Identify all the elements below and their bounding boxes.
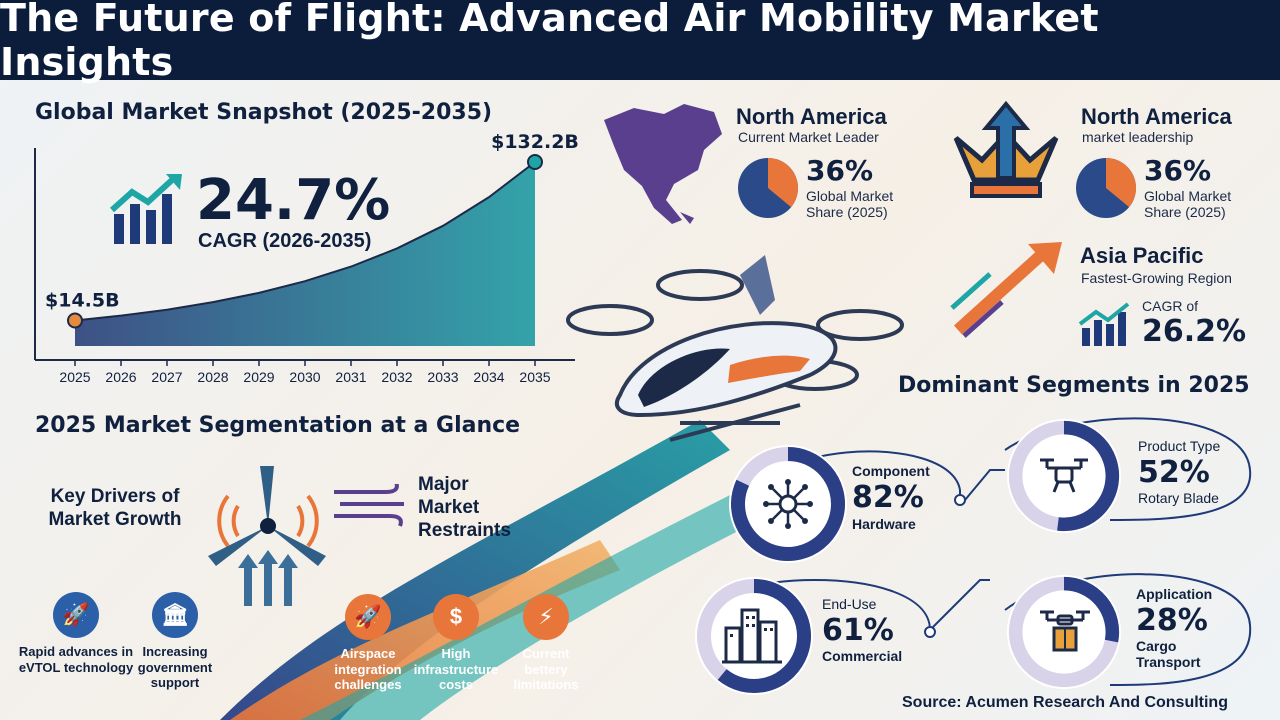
x-tick-label: 2031: [335, 369, 366, 385]
x-tick-label: 2035: [519, 369, 550, 385]
product-pct: 52%: [1138, 455, 1210, 490]
dominant-title: Dominant Segments in 2025: [898, 373, 1250, 398]
na1-share-label: Global Market Share (2025): [806, 188, 894, 221]
area-series-line: [74, 161, 536, 322]
start-value-label: $14.5B: [45, 289, 120, 311]
growth-chart: 2025 2026 2027 2028 2029 2030 2031 2032 2033 2034…: [34, 131, 579, 385]
product-sub: Rotary Blade: [1138, 490, 1219, 506]
end-value-label: $132.2B: [491, 131, 579, 153]
driver-label: Increasing government support: [137, 644, 213, 691]
restraint-item-battery: ⚡ Current bettery limitations: [500, 594, 592, 693]
product-type-donut-chart: [1006, 418, 1122, 534]
drone-icon: [1040, 458, 1088, 493]
product-donut-bg: [1006, 418, 1122, 534]
product-label: Product Type: [1138, 438, 1221, 454]
ap-cagr-label: CAGR of: [1142, 298, 1199, 314]
restraint-label: Current bettery limitations: [513, 646, 579, 693]
x-tick-label: 2033: [427, 369, 458, 385]
battery-icon: ⚡: [523, 594, 569, 640]
driver-label: Rapid advances in eVTOL technology: [18, 644, 134, 675]
restraint-label: High infrastructure costs: [413, 646, 499, 693]
na1-share-slice: [768, 158, 798, 208]
na1-subtitle: Current Market Leader: [738, 129, 879, 145]
application-label: Application: [1136, 586, 1213, 602]
restraint-item-airspace: 🚀 Airspace integration challenges: [322, 594, 414, 693]
na2-title: North America: [1081, 104, 1232, 129]
cagr-value: 24.7%: [196, 168, 391, 233]
x-tick-label: 2026: [105, 369, 136, 385]
enduse-donut-value-arc: [717, 579, 811, 693]
component-label: Component: [852, 463, 930, 479]
product-donut-value-arc: [1057, 420, 1120, 532]
cagr-label: CAGR (2026-2035): [198, 230, 372, 252]
x-tick-label: 2025: [59, 369, 90, 385]
ap-title: Asia Pacific: [1080, 243, 1204, 268]
enduse-sub: Commercial: [822, 648, 903, 664]
north-america-map-icon: [604, 104, 722, 224]
restraint-label: Airspace integration challenges: [334, 646, 402, 693]
growth-chart-icon: [1078, 302, 1130, 346]
x-tick-label: 2029: [243, 369, 274, 385]
snapshot-title: Global Market Snapshot (2025-2035): [35, 100, 493, 125]
na2-subtitle: market leadership: [1082, 129, 1194, 145]
end-point: [527, 154, 543, 170]
enduse-label: End-Use: [822, 596, 877, 612]
wind-lines-icon: [334, 484, 404, 527]
restraint-item-infrastructure: $ High infrastructure costs: [406, 594, 506, 693]
money-bag-icon: $: [433, 594, 479, 640]
ap-cagr-value: 26.2%: [1142, 314, 1247, 349]
segmentation-title: 2025 Market Segmentation at a Glance: [35, 413, 521, 438]
application-sub: Cargo Transport: [1136, 638, 1201, 671]
x-tick-label: 2034: [473, 369, 504, 385]
cargo-drone-icon: [1040, 610, 1090, 652]
crown-arrow-icon: [953, 100, 1059, 198]
end-use-donut-chart: [695, 577, 813, 695]
enduse-pct: 61%: [822, 613, 894, 648]
ap-subtitle: Fastest-Growing Region: [1081, 270, 1232, 286]
na1-title: North America: [736, 104, 887, 129]
start-point: [67, 312, 83, 329]
x-tick-label: 2027: [151, 369, 182, 385]
page-title: The Future of Flight: Advanced Air Mobil…: [0, 0, 1099, 84]
na2-pie-chart: [1076, 158, 1136, 218]
network-nodes-icon: [763, 479, 813, 529]
buildings-icon: [722, 608, 782, 664]
area-series: [75, 162, 535, 346]
x-tick-label: 2028: [197, 369, 228, 385]
evtol-aircraft-illustration: [566, 255, 904, 442]
fast-growth-arrow-icon: [950, 242, 1062, 338]
application-donut-value-arc: [1063, 576, 1120, 643]
driver-item-government: 🏛 Increasing government support: [120, 592, 230, 691]
header-bar: The Future of Flight: Advanced Air Mobil…: [0, 0, 1280, 84]
application-pct: 28%: [1136, 603, 1208, 638]
component-sub: Hardware: [852, 516, 916, 532]
driver-item-evtol: 🚀 Rapid advances in eVTOL technology: [18, 592, 134, 675]
government-building-icon: 🏛: [152, 592, 198, 638]
x-tick-label: 2030: [289, 369, 320, 385]
na2-share-label: Global Market Share (2025): [1144, 188, 1232, 221]
na1-pct: 36%: [806, 154, 874, 187]
x-tick-label: 2032: [381, 369, 412, 385]
component-pct: 82%: [852, 480, 924, 515]
drivers-title: Key Drivers of Market Growth: [48, 486, 182, 530]
component-donut-bg: [729, 445, 847, 563]
na2-pct: 36%: [1144, 154, 1212, 187]
enduse-donut-bg: [695, 577, 813, 695]
rocket-icon: 🚀: [53, 592, 99, 638]
growth-bars-icon: [109, 174, 182, 244]
wind-turbine-icon: [208, 466, 326, 606]
rocket-icon: 🚀: [345, 594, 391, 640]
na1-pie-chart: [738, 158, 798, 218]
na2-share-slice: [1106, 158, 1136, 208]
component-donut-chart: [729, 445, 847, 563]
source-note: Source: Acumen Research And Consulting: [902, 694, 1228, 711]
component-donut-value-arc: [731, 447, 845, 561]
restraints-title: Major Market Restraints: [418, 474, 511, 541]
